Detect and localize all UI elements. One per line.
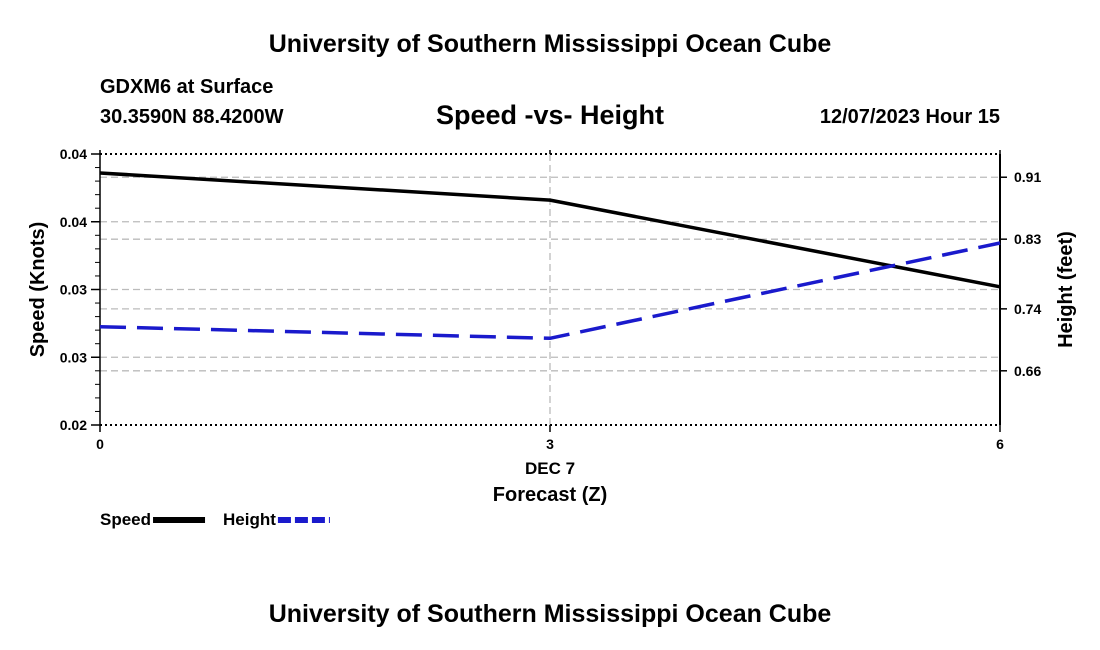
- right-tick-label: 0.83: [1014, 231, 1041, 247]
- x-axis-label: Forecast (Z): [493, 484, 607, 506]
- left-tick-label: 0.04: [60, 214, 87, 230]
- right-tick-label: 0.91: [1014, 169, 1041, 185]
- left-tick-label: 0.03: [60, 349, 87, 365]
- x-tick-label: 6: [996, 436, 1004, 452]
- left-tick-label: 0.03: [60, 282, 87, 298]
- x-tick-label: 3: [546, 436, 554, 452]
- legend-label-height: Height: [223, 510, 276, 529]
- x-tick-label: 0: [96, 436, 104, 452]
- right-axis-label: Height (feet): [1055, 231, 1077, 348]
- axis-layer: [91, 150, 1007, 432]
- report-title: University of Southern Mississippi Ocean…: [268, 30, 832, 58]
- right-tick-label: 0.66: [1014, 363, 1041, 379]
- legend-layer: Speed Height: [100, 510, 330, 529]
- chart-title: Speed -vs- Height: [435, 100, 665, 130]
- legend-label-speed: Speed: [100, 510, 151, 529]
- left-tick-label: 0.04: [60, 146, 87, 162]
- coordinates-label: 30.3590N 88.4200W: [100, 106, 284, 128]
- station-label: GDXM6 at Surface: [100, 76, 274, 98]
- x-date-label: DEC 7: [525, 459, 575, 478]
- forecast-datetime: 12/07/2023 Hour 15: [819, 106, 1000, 128]
- left-axis-label: Speed (Knots): [27, 222, 49, 358]
- label-layer: 0.02 0.03 0.03 0.04 0.04 0.66 0.74 0.83 0.91 0 3 6 D…: [27, 146, 1077, 506]
- left-tick-label: 0.02: [60, 417, 87, 433]
- grid-layer: [100, 154, 1000, 425]
- series-layer: [99, 171, 1001, 341]
- footer-title: University of Southern Mississippi Ocean…: [268, 600, 832, 628]
- right-tick-label: 0.74: [1014, 301, 1041, 317]
